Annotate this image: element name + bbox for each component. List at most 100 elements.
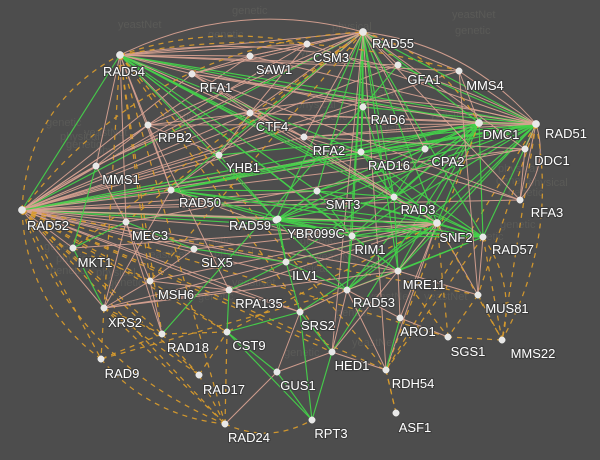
graph-node-rfa3[interactable] — [516, 196, 524, 204]
graph-node-mre11[interactable] — [394, 267, 402, 275]
graph-node-mms4[interactable] — [455, 67, 463, 75]
edge-genetic — [285, 261, 348, 291]
edge-physical — [21, 112, 251, 211]
graph-node-rad55[interactable] — [359, 28, 367, 36]
edge-yeastnet — [385, 123, 537, 371]
graph-node-rad16[interactable] — [357, 148, 365, 156]
node-label-rpt3: RPT3 — [314, 426, 347, 441]
node-label-aro1: ARO1 — [400, 324, 435, 339]
graph-node-rad18[interactable] — [158, 330, 166, 338]
edge-yeastnet — [21, 209, 333, 353]
edge-physical — [170, 189, 399, 272]
edge-physical — [119, 54, 251, 57]
graph-node-rad52[interactable] — [18, 206, 26, 214]
arc-edge-yeastnet — [21, 209, 226, 425]
graph-node-rad24[interactable] — [221, 420, 229, 428]
edge-physical — [331, 351, 387, 371]
node-label-rdh54: RDH54 — [392, 376, 435, 391]
graph-node-msh6[interactable] — [146, 277, 154, 285]
graph-node-slx5[interactable] — [190, 245, 198, 253]
edge-yeastnet — [103, 307, 226, 425]
graph-node-rad54[interactable] — [116, 51, 124, 59]
edge-yeastnet — [21, 209, 163, 335]
node-label-xrs2: XRS2 — [108, 315, 142, 330]
edge-genetic — [226, 311, 301, 333]
graph-node-mms22[interactable] — [498, 336, 506, 344]
graph-node-rdh54[interactable] — [382, 366, 390, 374]
graph-node-rad6[interactable] — [359, 103, 367, 111]
graph-node-asf1[interactable] — [392, 409, 400, 417]
edge-physical — [119, 54, 399, 66]
edge-physical — [249, 112, 480, 124]
edge-physical — [21, 209, 438, 224]
node-label-rfa1: RFA1 — [200, 80, 233, 95]
graph-node-csm3[interactable] — [303, 40, 311, 48]
graph-node-dmc1[interactable] — [475, 119, 483, 127]
graph-node-cst9[interactable] — [223, 328, 231, 336]
graph-node-mec3[interactable] — [122, 218, 130, 226]
edge-physical — [458, 70, 537, 125]
graph-node-rpa135[interactable] — [225, 286, 233, 294]
graph-node-ybr099c[interactable] — [274, 215, 282, 223]
edge-yeastnet — [501, 123, 537, 341]
node-label-mre11: MRE11 — [403, 277, 445, 292]
node-label-srs2: SRS2 — [301, 318, 335, 333]
graph-node-ilv1[interactable] — [282, 258, 290, 266]
node-label-sgs1: SGS1 — [451, 344, 486, 359]
graph-node-xrs2[interactable] — [100, 304, 108, 312]
graph-node-rpt3[interactable] — [308, 416, 316, 424]
graph-node-snf2[interactable] — [433, 219, 441, 227]
edge-genetic — [119, 54, 480, 124]
node-label-rad59: RAD59 — [229, 218, 271, 233]
edge-physical — [397, 270, 479, 296]
edge-physical — [346, 270, 399, 291]
graph-node-rfa1[interactable] — [188, 70, 196, 78]
edge-physical — [303, 31, 364, 138]
node-label-rad17: RAD17 — [203, 382, 245, 397]
graph-node-rad57[interactable] — [479, 233, 487, 241]
graph-node-mkt1[interactable] — [69, 244, 77, 252]
graph-node-mms1[interactable] — [92, 162, 100, 170]
graph-node-ddc1[interactable] — [521, 145, 529, 153]
graph-node-sgs1[interactable] — [444, 333, 452, 341]
node-label-rad50: RAD50 — [179, 195, 221, 210]
edge-yeastnet — [477, 123, 537, 296]
edge-physical — [21, 209, 127, 223]
edge-physical — [95, 124, 149, 167]
edge-physical — [119, 54, 460, 72]
graph-node-gfa1[interactable] — [394, 61, 402, 69]
edge-genetic — [170, 189, 484, 238]
edge-yeastnet — [72, 31, 364, 249]
node-label-rad54: RAD54 — [103, 64, 145, 79]
graph-node-yhb1[interactable] — [215, 151, 223, 159]
graph-node-rad53[interactable] — [343, 286, 351, 294]
graph-node-rfa2[interactable] — [300, 133, 308, 141]
graph-node-rad51[interactable] — [532, 120, 540, 128]
edge-genetic — [316, 190, 353, 237]
edge-yeastnet — [447, 294, 479, 338]
graph-node-rad50[interactable] — [167, 186, 175, 194]
node-label-mms4: MMS4 — [466, 78, 504, 93]
graph-node-saw1[interactable] — [246, 52, 254, 60]
graph-node-rpb2[interactable] — [144, 121, 152, 129]
graph-node-ctf4[interactable] — [246, 109, 254, 117]
graph-node-gus1[interactable] — [273, 368, 281, 376]
node-label-mec3: MEC3 — [132, 228, 168, 243]
node-label-ddc1: DDC1 — [534, 153, 569, 168]
edge-genetic — [346, 235, 353, 291]
graph-node-rim1[interactable] — [348, 232, 356, 240]
graph-node-cpa2[interactable] — [421, 145, 429, 153]
edge-yeastnet — [149, 31, 364, 282]
graph-node-rad3[interactable] — [390, 193, 398, 201]
graph-node-srs2[interactable] — [296, 308, 304, 316]
graph-node-rad9[interactable] — [97, 355, 105, 363]
graph-node-aro1[interactable] — [396, 314, 404, 322]
graph-node-hed1[interactable] — [328, 348, 336, 356]
arc-edge-yeastnet — [224, 419, 313, 434]
node-layer[interactable] — [18, 28, 540, 428]
graph-node-mus81[interactable] — [474, 291, 482, 299]
graph-node-smt3[interactable] — [313, 187, 321, 195]
node-label-rad24: RAD24 — [228, 430, 270, 445]
graph-node-rad17[interactable] — [195, 371, 203, 379]
